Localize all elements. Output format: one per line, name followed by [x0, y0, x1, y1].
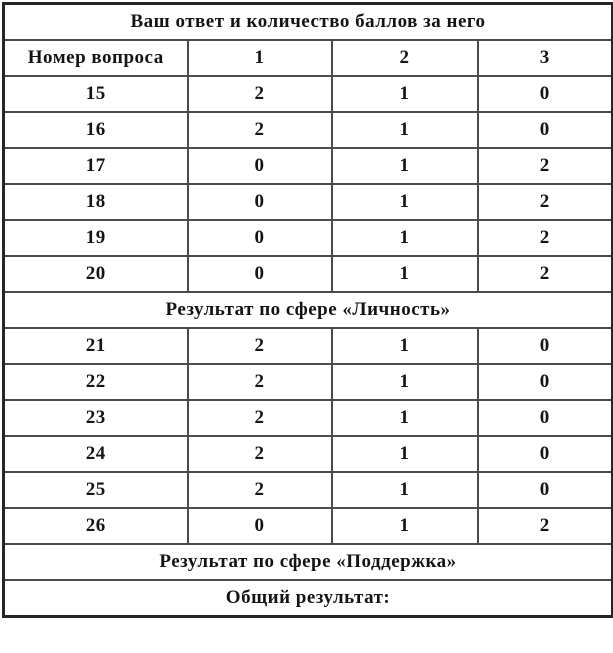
question-number-cell: 17	[2, 147, 189, 185]
question-number-cell: 19	[2, 219, 189, 257]
question-number-cell: 26	[2, 507, 189, 545]
table-row: 26 0 1 2	[2, 507, 613, 545]
score-cell: 0	[476, 111, 613, 149]
score-cell: 2	[186, 75, 333, 113]
score-cell: 0	[476, 75, 613, 113]
score-cell: 1	[330, 399, 479, 437]
score-cell: 2	[186, 435, 333, 473]
table-row: 21 2 1 0	[2, 327, 613, 365]
question-number-cell: 22	[2, 363, 189, 401]
score-table: Ваш ответ и количество баллов за него Но…	[2, 2, 613, 618]
score-cell: 2	[186, 363, 333, 401]
score-cell: 2	[476, 507, 613, 545]
score-cell: 1	[330, 327, 479, 365]
table-row: 25 2 1 0	[2, 471, 613, 509]
column-header-question-number: Номер вопроса	[2, 39, 189, 77]
section-label: Общий результат:	[2, 579, 613, 618]
score-cell: 1	[330, 471, 479, 509]
section-row: Результат по сфере «Поддержка»	[2, 543, 613, 581]
section-row: Общий результат:	[2, 579, 613, 618]
table-row: 24 2 1 0	[2, 435, 613, 473]
table-row: 20 0 1 2	[2, 255, 613, 293]
table-row: 16 2 1 0	[2, 111, 613, 149]
table-row: 23 2 1 0	[2, 399, 613, 437]
column-header-answer-2: 2	[330, 39, 479, 77]
section-label: Результат по сфере «Личность»	[2, 291, 613, 329]
question-number-cell: 23	[2, 399, 189, 437]
column-header-answer-1: 1	[186, 39, 333, 77]
table-row: 19 0 1 2	[2, 219, 613, 257]
score-cell: 1	[330, 111, 479, 149]
score-cell: 0	[186, 255, 333, 293]
score-cell: 1	[330, 75, 479, 113]
score-cell: 2	[186, 471, 333, 509]
score-cell: 1	[330, 363, 479, 401]
score-cell: 0	[476, 399, 613, 437]
table-row: 17 0 1 2	[2, 147, 613, 185]
score-cell: 2	[476, 255, 613, 293]
score-cell: 2	[476, 183, 613, 221]
score-cell: 1	[330, 147, 479, 185]
score-cell: 0	[476, 327, 613, 365]
question-number-cell: 24	[2, 435, 189, 473]
table-row: 18 0 1 2	[2, 183, 613, 221]
score-cell: 0	[476, 363, 613, 401]
question-number-cell: 18	[2, 183, 189, 221]
score-cell: 1	[330, 507, 479, 545]
score-cell: 2	[476, 147, 613, 185]
question-number-cell: 25	[2, 471, 189, 509]
score-cell: 0	[186, 219, 333, 257]
section-label: Результат по сфере «Поддержка»	[2, 543, 613, 581]
column-header-row: Номер вопроса 1 2 3	[2, 39, 613, 77]
score-cell: 0	[186, 507, 333, 545]
score-cell: 2	[186, 327, 333, 365]
table-row: 15 2 1 0	[2, 75, 613, 113]
table-row: 22 2 1 0	[2, 363, 613, 401]
score-cell: 1	[330, 255, 479, 293]
question-number-cell: 21	[2, 327, 189, 365]
score-cell: 0	[476, 435, 613, 473]
table-title: Ваш ответ и количество баллов за него	[2, 2, 613, 41]
score-cell: 0	[186, 183, 333, 221]
score-cell: 0	[186, 147, 333, 185]
column-header-answer-3: 3	[476, 39, 613, 77]
question-number-cell: 20	[2, 255, 189, 293]
score-cell: 2	[476, 219, 613, 257]
question-number-cell: 16	[2, 111, 189, 149]
table-title-row: Ваш ответ и количество баллов за него	[2, 2, 613, 41]
section-row: Результат по сфере «Личность»	[2, 291, 613, 329]
score-cell: 1	[330, 219, 479, 257]
question-number-cell: 15	[2, 75, 189, 113]
score-cell: 2	[186, 111, 333, 149]
score-cell: 1	[330, 435, 479, 473]
score-cell: 2	[186, 399, 333, 437]
score-cell: 0	[476, 471, 613, 509]
score-cell: 1	[330, 183, 479, 221]
